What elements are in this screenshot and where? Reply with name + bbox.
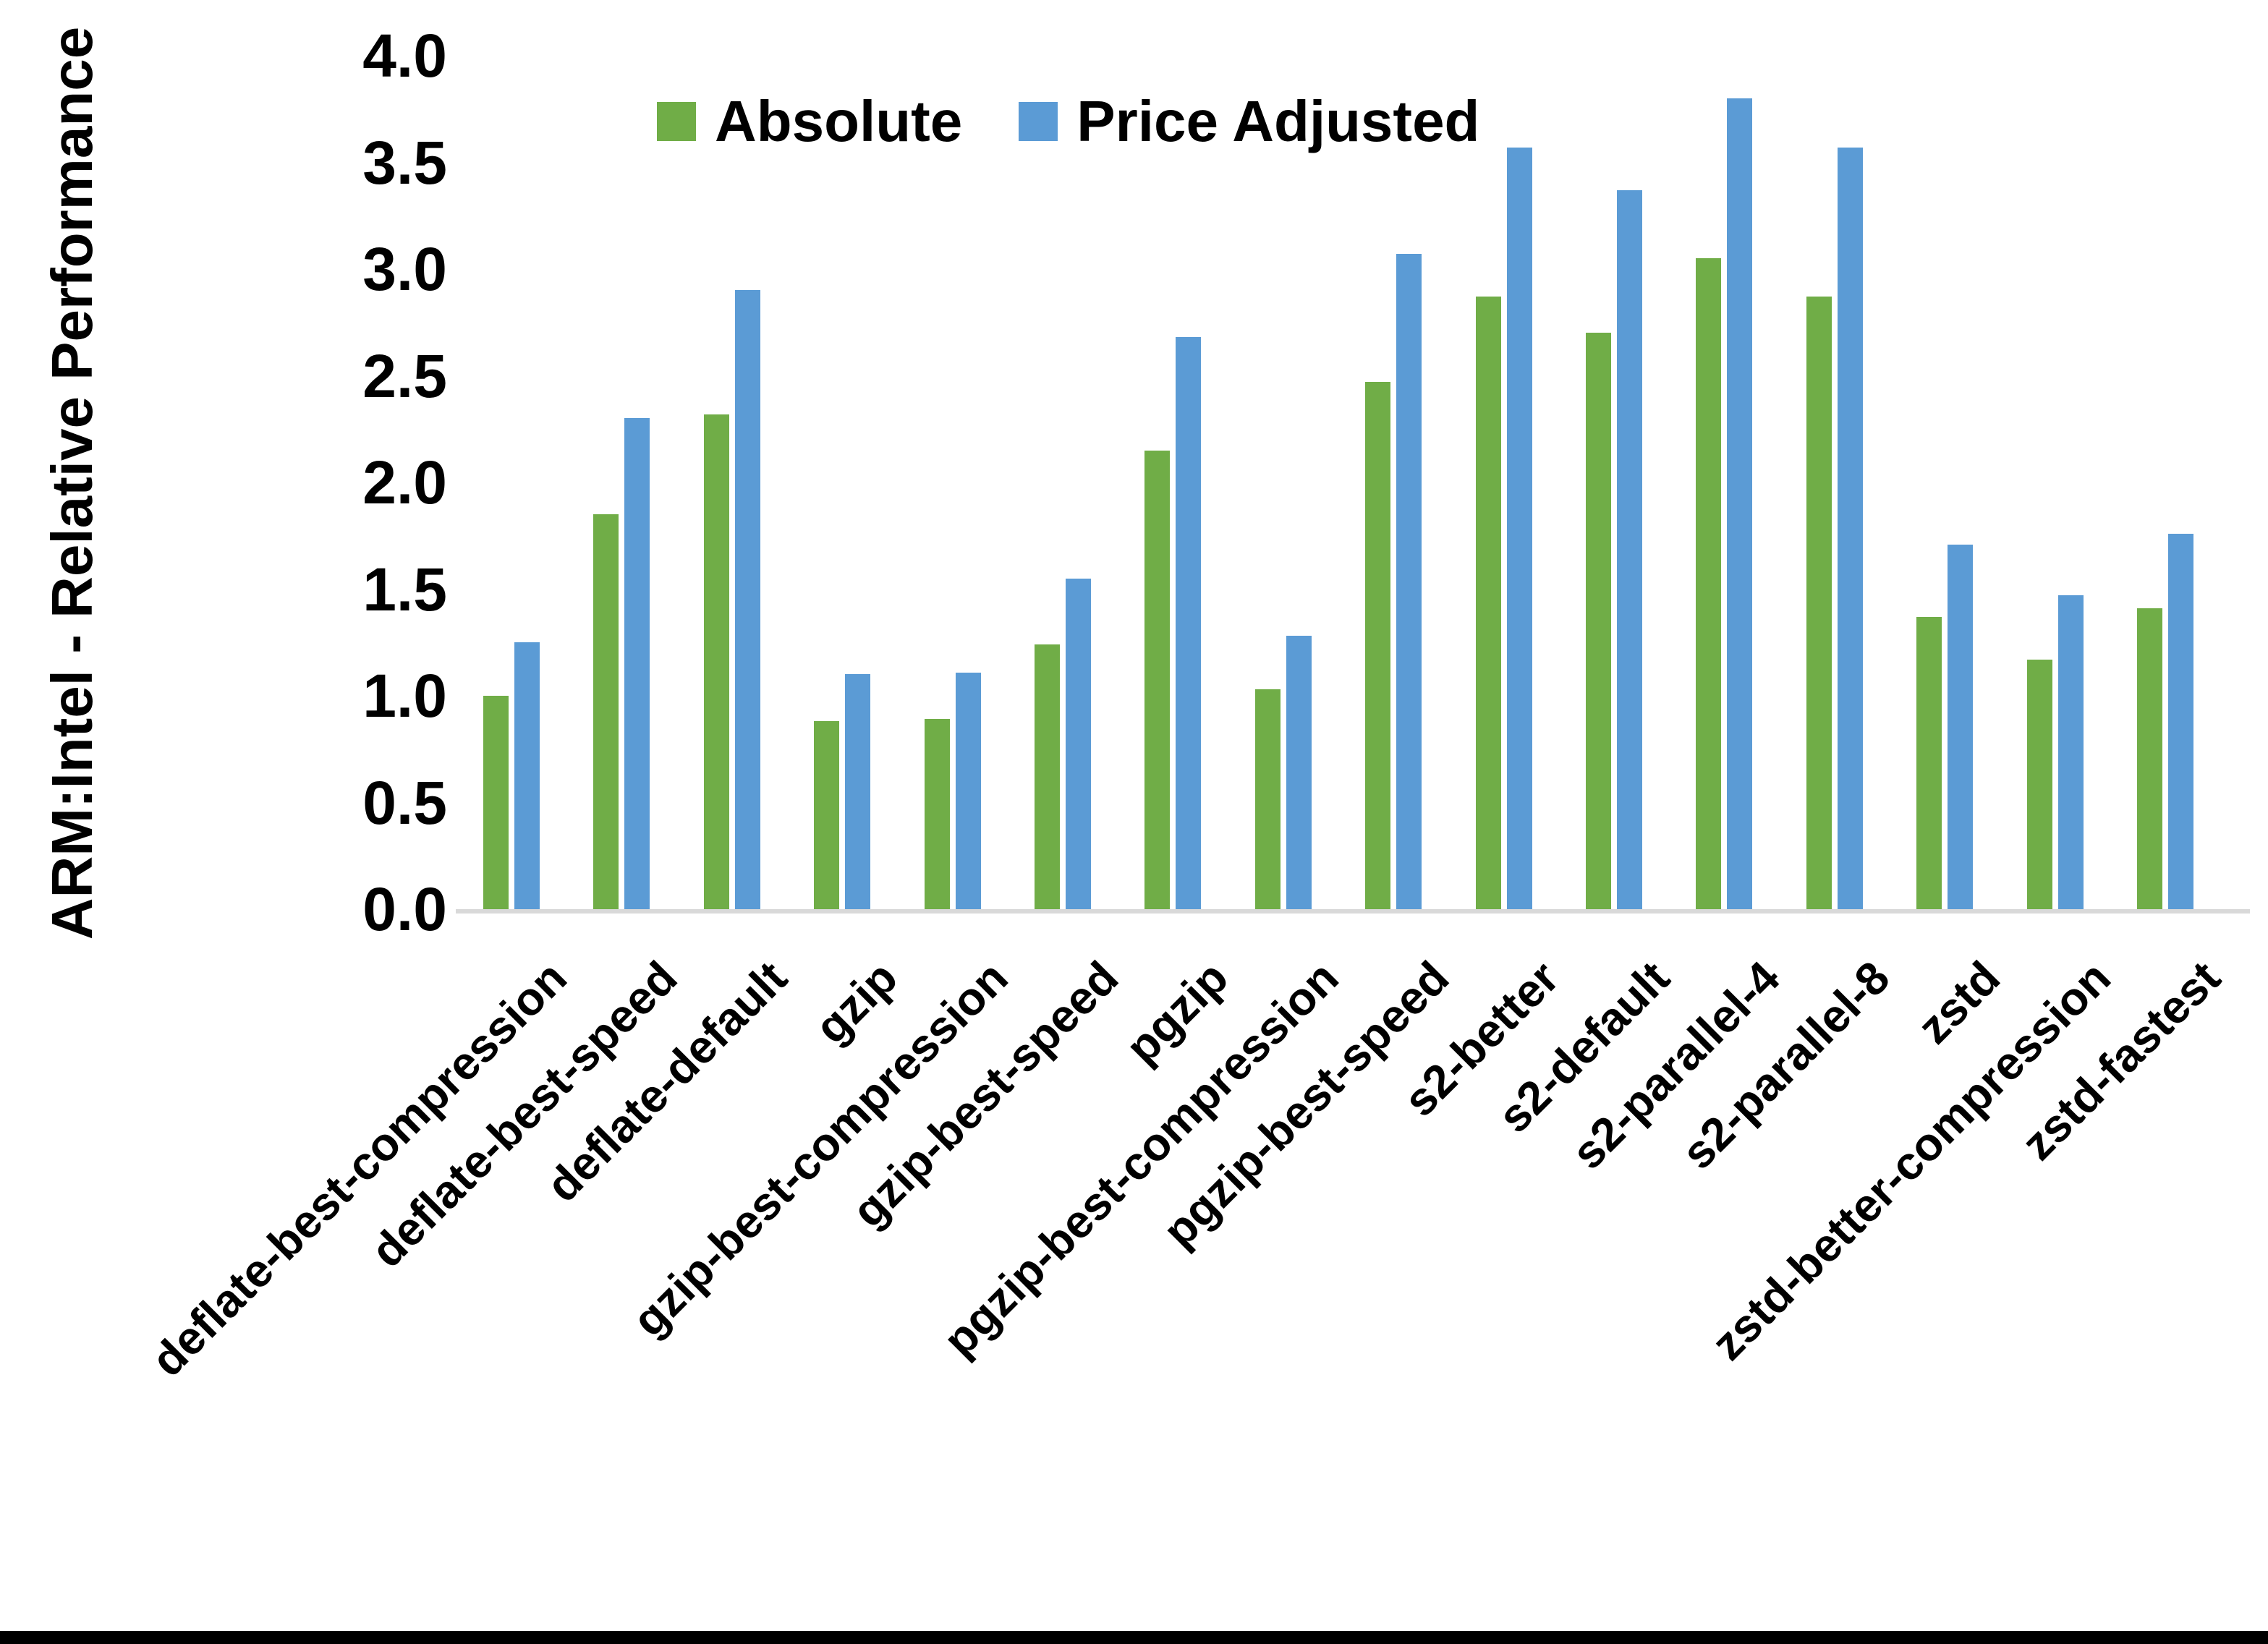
bar-absolute-gzip <box>814 721 839 909</box>
legend-swatch-price-adjusted <box>1019 102 1058 141</box>
y-tick-label: 1.0 <box>362 662 447 730</box>
bar-absolute-s2-better <box>1476 297 1501 909</box>
bar-price-adjusted-zstd-better-compression <box>2058 595 2084 909</box>
bar-price-adjusted-pgzip-best-speed <box>1396 254 1422 909</box>
bar-absolute-s2-parallel-4 <box>1696 258 1721 909</box>
bar-price-adjusted-pgzip <box>1176 337 1201 909</box>
legend-item-price-adjusted: Price Adjusted <box>1019 93 1479 150</box>
bar-absolute-pgzip-best-compression <box>1255 689 1280 909</box>
y-axis-title: ARM:Intel - Relative Performance <box>40 26 104 940</box>
x-axis-line <box>456 909 2250 913</box>
bar-absolute-gzip-best-speed <box>1035 644 1060 909</box>
x-axis-label-deflate-best-compression: deflate-best-compression <box>141 951 577 1387</box>
bar-price-adjusted-pgzip-best-compression <box>1286 636 1312 909</box>
legend-item-absolute: Absolute <box>657 93 962 150</box>
bar-price-adjusted-deflate-best-speed <box>624 418 650 909</box>
bar-absolute-gzip-best-compression <box>925 719 950 909</box>
bar-absolute-pgzip-best-speed <box>1365 382 1390 909</box>
y-tick-label: 4.0 <box>362 22 447 90</box>
x-axis-label-zstd: zstd <box>1907 951 2010 1054</box>
y-tick-label: 3.5 <box>362 128 447 197</box>
y-tick-label: 0.0 <box>362 875 447 943</box>
legend-label-absolute: Absolute <box>715 89 963 153</box>
bar-price-adjusted-gzip-best-compression <box>956 673 981 909</box>
bar-absolute-deflate-best-speed <box>593 514 619 909</box>
bar-absolute-deflate-best-compression <box>483 696 509 909</box>
bar-price-adjusted-gzip <box>845 674 870 909</box>
legend-label-price-adjusted: Price Adjusted <box>1076 89 1480 153</box>
bar-absolute-pgzip <box>1144 451 1170 909</box>
bar-absolute-zstd-better-compression <box>2027 660 2052 909</box>
x-axis-label-gzip: gzip <box>804 951 908 1054</box>
bar-price-adjusted-deflate-best-compression <box>514 642 540 909</box>
bar-price-adjusted-gzip-best-speed <box>1066 579 1091 909</box>
bottom-border <box>0 1631 2268 1644</box>
y-tick-label: 3.0 <box>362 235 447 303</box>
bar-absolute-deflate-default <box>704 414 729 909</box>
legend-swatch-absolute <box>657 102 696 141</box>
bar-absolute-zstd-fastest <box>2137 608 2162 909</box>
y-tick-label: 1.5 <box>362 555 447 623</box>
bar-absolute-s2-parallel-8 <box>1806 297 1832 909</box>
bar-price-adjusted-s2-default <box>1617 190 1642 909</box>
bar-price-adjusted-s2-parallel-8 <box>1838 148 1863 909</box>
bar-price-adjusted-zstd <box>1948 545 1973 909</box>
bar-price-adjusted-s2-parallel-4 <box>1727 98 1752 909</box>
legend: Absolute Price Adjusted <box>657 93 1479 150</box>
bar-absolute-s2-default <box>1586 333 1611 909</box>
y-tick-label: 2.5 <box>362 341 447 410</box>
bar-absolute-zstd <box>1916 617 1942 909</box>
bar-price-adjusted-zstd-fastest <box>2168 534 2193 909</box>
bar-price-adjusted-s2-better <box>1507 148 1532 909</box>
y-tick-label: 2.0 <box>362 448 447 516</box>
bar-price-adjusted-deflate-default <box>735 290 760 909</box>
y-tick-label: 0.5 <box>362 768 447 837</box>
